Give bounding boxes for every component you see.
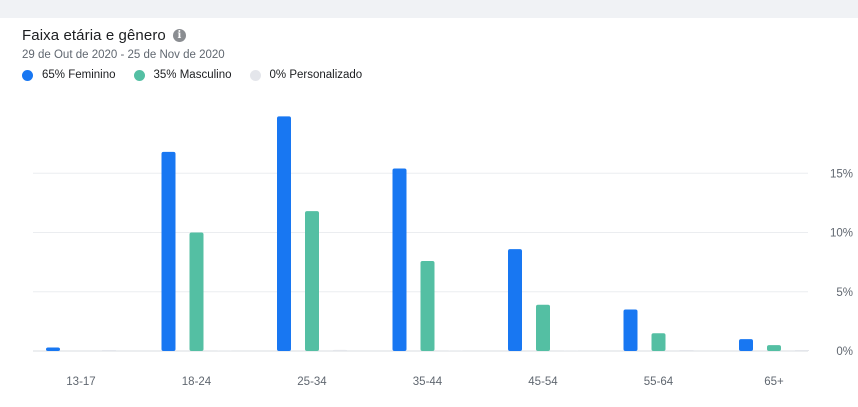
bar-masculino-45-54 (536, 304, 550, 351)
y-tick-label: 5% (836, 287, 853, 299)
y-tick-label: 10% (830, 228, 853, 240)
bar-masculino-35-44 (420, 260, 435, 351)
bar-masculino-25-34 (305, 211, 319, 351)
legend-item-feminino[interactable]: 65% Feminino (22, 69, 116, 81)
x-tick-label: 45-54 (528, 376, 558, 388)
bar-masculino-65+ (767, 345, 781, 351)
legend-dot-feminino (22, 69, 33, 81)
x-tick-label: 65+ (764, 376, 784, 388)
bar-personalizado-18-24 (217, 350, 232, 351)
bar-personalizado-55-64 (679, 350, 694, 351)
legend: 65% Feminino 35% Masculino 0% Personaliz… (22, 69, 380, 81)
bar-masculino-18-24 (189, 232, 204, 351)
date-range: 29 de Out de 2020 - 25 de Nov de 2020 (22, 49, 225, 61)
legend-dot-personalizado (249, 69, 261, 81)
chart-header: Faixa etária e gênero i 29 de Out de 202… (22, 27, 380, 81)
bar-feminino-25-34 (277, 116, 291, 352)
x-tick-label: 13-17 (66, 376, 95, 388)
x-tick-label: 25-34 (297, 376, 327, 388)
info-icon[interactable]: i (172, 29, 186, 42)
bar-personalizado-45-54 (564, 350, 578, 351)
legend-label-feminino: 65% Feminino (42, 69, 116, 81)
bar-feminino-55-64 (623, 309, 638, 351)
bar-feminino-45-54 (508, 249, 522, 351)
bar-personalizado-13-17 (102, 350, 116, 351)
title-row: Faixa etária e gênero i (22, 27, 380, 44)
top-strip (0, 0, 858, 18)
bar-feminino-35-44 (392, 168, 407, 351)
x-tick-label: 55-64 (644, 376, 674, 388)
legend-item-masculino[interactable]: 35% Masculino (133, 69, 232, 81)
x-tick-label: 35-44 (413, 376, 443, 388)
bar-feminino-65+ (739, 339, 753, 351)
legend-label-personalizado: 0% Personalizado (269, 69, 363, 81)
bar-personalizado-65+ (795, 350, 809, 351)
chart-title: Faixa etária e gênero (22, 27, 166, 44)
bar-feminino-18-24 (161, 151, 176, 351)
y-tick-label: 15% (830, 168, 853, 180)
y-tick-label: 0% (836, 346, 853, 358)
legend-dot-masculino (133, 69, 145, 81)
legend-item-personalizado[interactable]: 0% Personalizado (249, 69, 363, 81)
bar-personalizado-25-34 (333, 349, 347, 351)
legend-label-masculino: 35% Masculino (153, 69, 232, 81)
bar-personalizado-35-44 (448, 350, 463, 351)
bar-feminino-13-17 (46, 347, 60, 351)
bar-masculino-55-64 (651, 333, 666, 351)
x-tick-label: 18-24 (182, 376, 212, 388)
